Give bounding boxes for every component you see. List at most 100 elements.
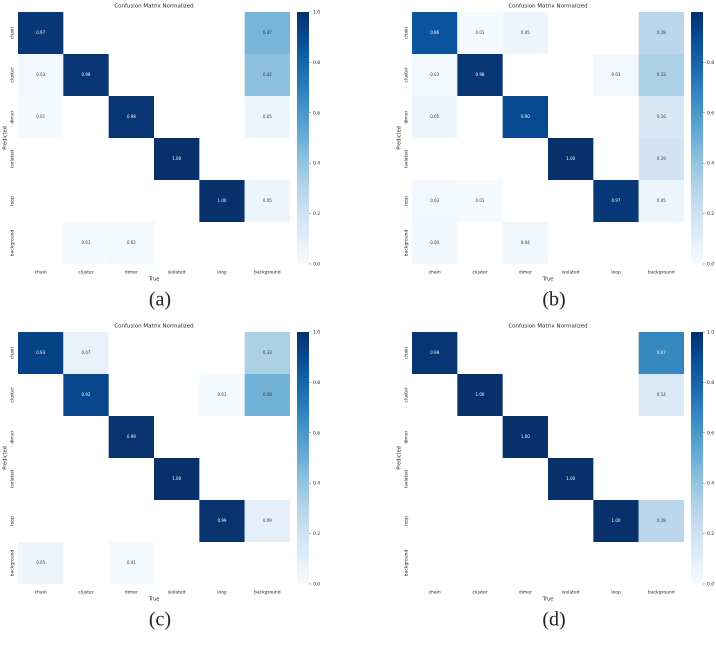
cell-label: 0.04 (430, 240, 439, 245)
cell-label: 0.48 (263, 392, 272, 397)
cell-label: 0.98 (127, 114, 136, 119)
heatmap-cell (18, 542, 64, 584)
y-tick-label: dimer (10, 110, 16, 123)
heatmap-cell (412, 222, 458, 264)
heatmap-cell (108, 222, 154, 264)
colorbar (691, 12, 703, 264)
y-tick-label: cluster (10, 67, 16, 82)
cell-label: 1.00 (566, 156, 575, 161)
heatmap-cell (63, 222, 109, 264)
heatmap-cell (638, 12, 684, 54)
cell-label: 0.92 (82, 392, 91, 397)
y-tick-label: dimer (404, 110, 410, 123)
colorbar (297, 332, 309, 584)
colorbar-tick-label: 0.6 (313, 110, 320, 116)
heatmap-cell (638, 138, 684, 180)
cell-label: 0.01 (218, 392, 227, 397)
panel: Confusion Matrix Normalized chain chain clu… (397, 4, 715, 311)
heatmap-cell (244, 96, 290, 138)
cell-label: 0.93 (36, 350, 45, 355)
cell-label: 0.19 (657, 156, 666, 161)
colorbar-tick-label: 0.8 (707, 380, 714, 386)
heatmap-cell (638, 96, 684, 138)
heatmap-cell (199, 374, 245, 416)
cell-label: 0.98 (430, 350, 439, 355)
y-tick-label: isolated (404, 470, 410, 488)
y-tick-label: background (10, 230, 16, 257)
x-tick-label: cluster (78, 590, 93, 596)
caption: (b) (542, 289, 565, 311)
colorbar-tick-label: 0.2 (707, 531, 714, 537)
x-tick-label: loop (611, 270, 621, 276)
x-tick-label: chain (429, 270, 441, 276)
heatmap-cell (412, 180, 458, 222)
y-tick-label: cluster (404, 387, 410, 402)
caption: (a) (149, 289, 171, 311)
x-tick-label: background (648, 270, 675, 276)
x-tick-label: background (254, 590, 281, 596)
heatmap-cell (593, 54, 639, 96)
heatmap-cell (18, 12, 64, 54)
colorbar-tick-label: 0.6 (707, 110, 714, 116)
cell-label: 0.90 (521, 114, 530, 119)
heatmap-cell (244, 332, 290, 374)
y-tick-label: chain (404, 347, 410, 359)
x-tick-label: loop (611, 590, 621, 596)
x-tick-label: chain (35, 270, 47, 276)
cell-label: 1.00 (612, 518, 621, 523)
colorbar-tick-label: 0.8 (313, 60, 320, 66)
heatmap-cell (18, 54, 64, 96)
cell-label: 0.33 (657, 72, 666, 77)
heatmap-cell (244, 54, 290, 96)
panel: Confusion Matrix Normalized chain chain clu… (3, 324, 321, 631)
cell-label: 0.03 (430, 72, 439, 77)
colorbar-tick-label: 1.0 (313, 10, 320, 16)
colorbar-tick-label: 0.0 (313, 582, 320, 588)
heatmap-cell (638, 500, 684, 542)
chart-title: Confusion Matrix Normalized (508, 324, 587, 330)
heatmap-cell (154, 458, 200, 500)
heatmap-cell (457, 374, 503, 416)
x-tick-label: cluster (78, 270, 93, 276)
heatmap-cell (502, 96, 548, 138)
cell-label: 0.05 (263, 198, 272, 203)
heatmap-cell (108, 96, 154, 138)
heatmap-cell (457, 12, 503, 54)
y-tick-label: background (404, 230, 410, 257)
colorbar-tick-label: 0.2 (313, 211, 320, 217)
heatmap-cell (502, 12, 548, 54)
cell-label: 1.00 (521, 434, 530, 439)
heatmap-cell (457, 54, 503, 96)
heatmap-cell (457, 180, 503, 222)
cell-label: 0.99 (218, 518, 227, 523)
heatmap-cell (244, 12, 290, 54)
y-tick-label: chain (10, 347, 16, 359)
y-tick-label: isolated (10, 470, 16, 488)
x-tick-label: isolated (562, 270, 580, 276)
cell-label: 0.07 (82, 350, 91, 355)
cell-label: 1.00 (172, 156, 181, 161)
x-tick-label: background (648, 590, 675, 596)
cell-label: 0.42 (263, 72, 272, 77)
colorbar-tick-label: 0.6 (707, 430, 714, 436)
cell-label: 0.01 (476, 198, 485, 203)
y-tick-label: dimer (404, 430, 410, 443)
cell-label: 1.00 (218, 198, 227, 203)
cell-label: 0.01 (36, 114, 45, 119)
heatmap-cell (63, 332, 109, 374)
heatmap-cell (638, 180, 684, 222)
y-tick-label: isolated (404, 150, 410, 168)
cell-label: 0.01 (476, 30, 485, 35)
cell-label: 0.03 (612, 72, 621, 77)
colorbar-tick-label: 0.4 (707, 481, 714, 487)
heatmap-cell (108, 416, 154, 458)
chart-title: Confusion Matrix Normalized (114, 324, 193, 330)
y-tick-label: chain (404, 27, 410, 39)
heatmap-cell (548, 458, 594, 500)
x-tick-label: cluster (472, 590, 487, 596)
colorbar-tick-label: 0.4 (313, 481, 320, 487)
colorbar-tick-label: 0.0 (313, 262, 320, 268)
cell-label: 0.47 (263, 30, 272, 35)
cell-label: 0.14 (657, 392, 666, 397)
colorbar-tick-label: 1.0 (313, 330, 320, 336)
